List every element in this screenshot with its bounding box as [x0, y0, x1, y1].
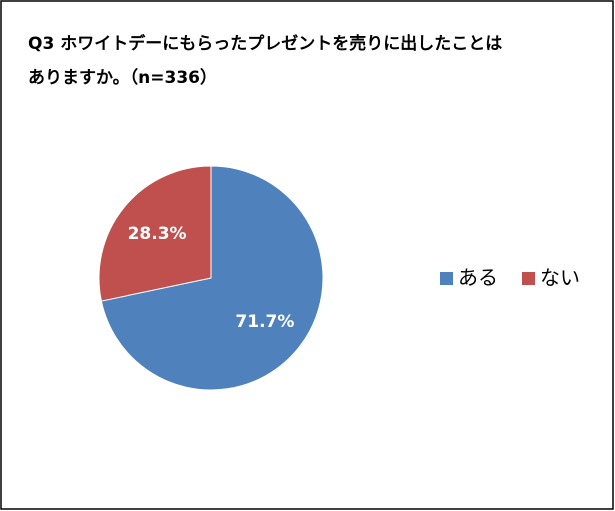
legend-swatch — [440, 272, 453, 285]
data-label: 28.3% — [128, 224, 187, 244]
legend-swatch — [522, 272, 535, 285]
chart-title: Q3 ホワイトデーにもらったプレゼントを売りに出したことは — [28, 33, 502, 54]
pie-slice — [98, 165, 212, 302]
pie-slice — [100, 165, 324, 391]
data-label: 71.7% — [235, 312, 294, 332]
chart-title: ありますか。（n=336） — [28, 67, 217, 88]
legend-label: ない — [540, 266, 580, 290]
legend-label: ある — [458, 266, 498, 290]
